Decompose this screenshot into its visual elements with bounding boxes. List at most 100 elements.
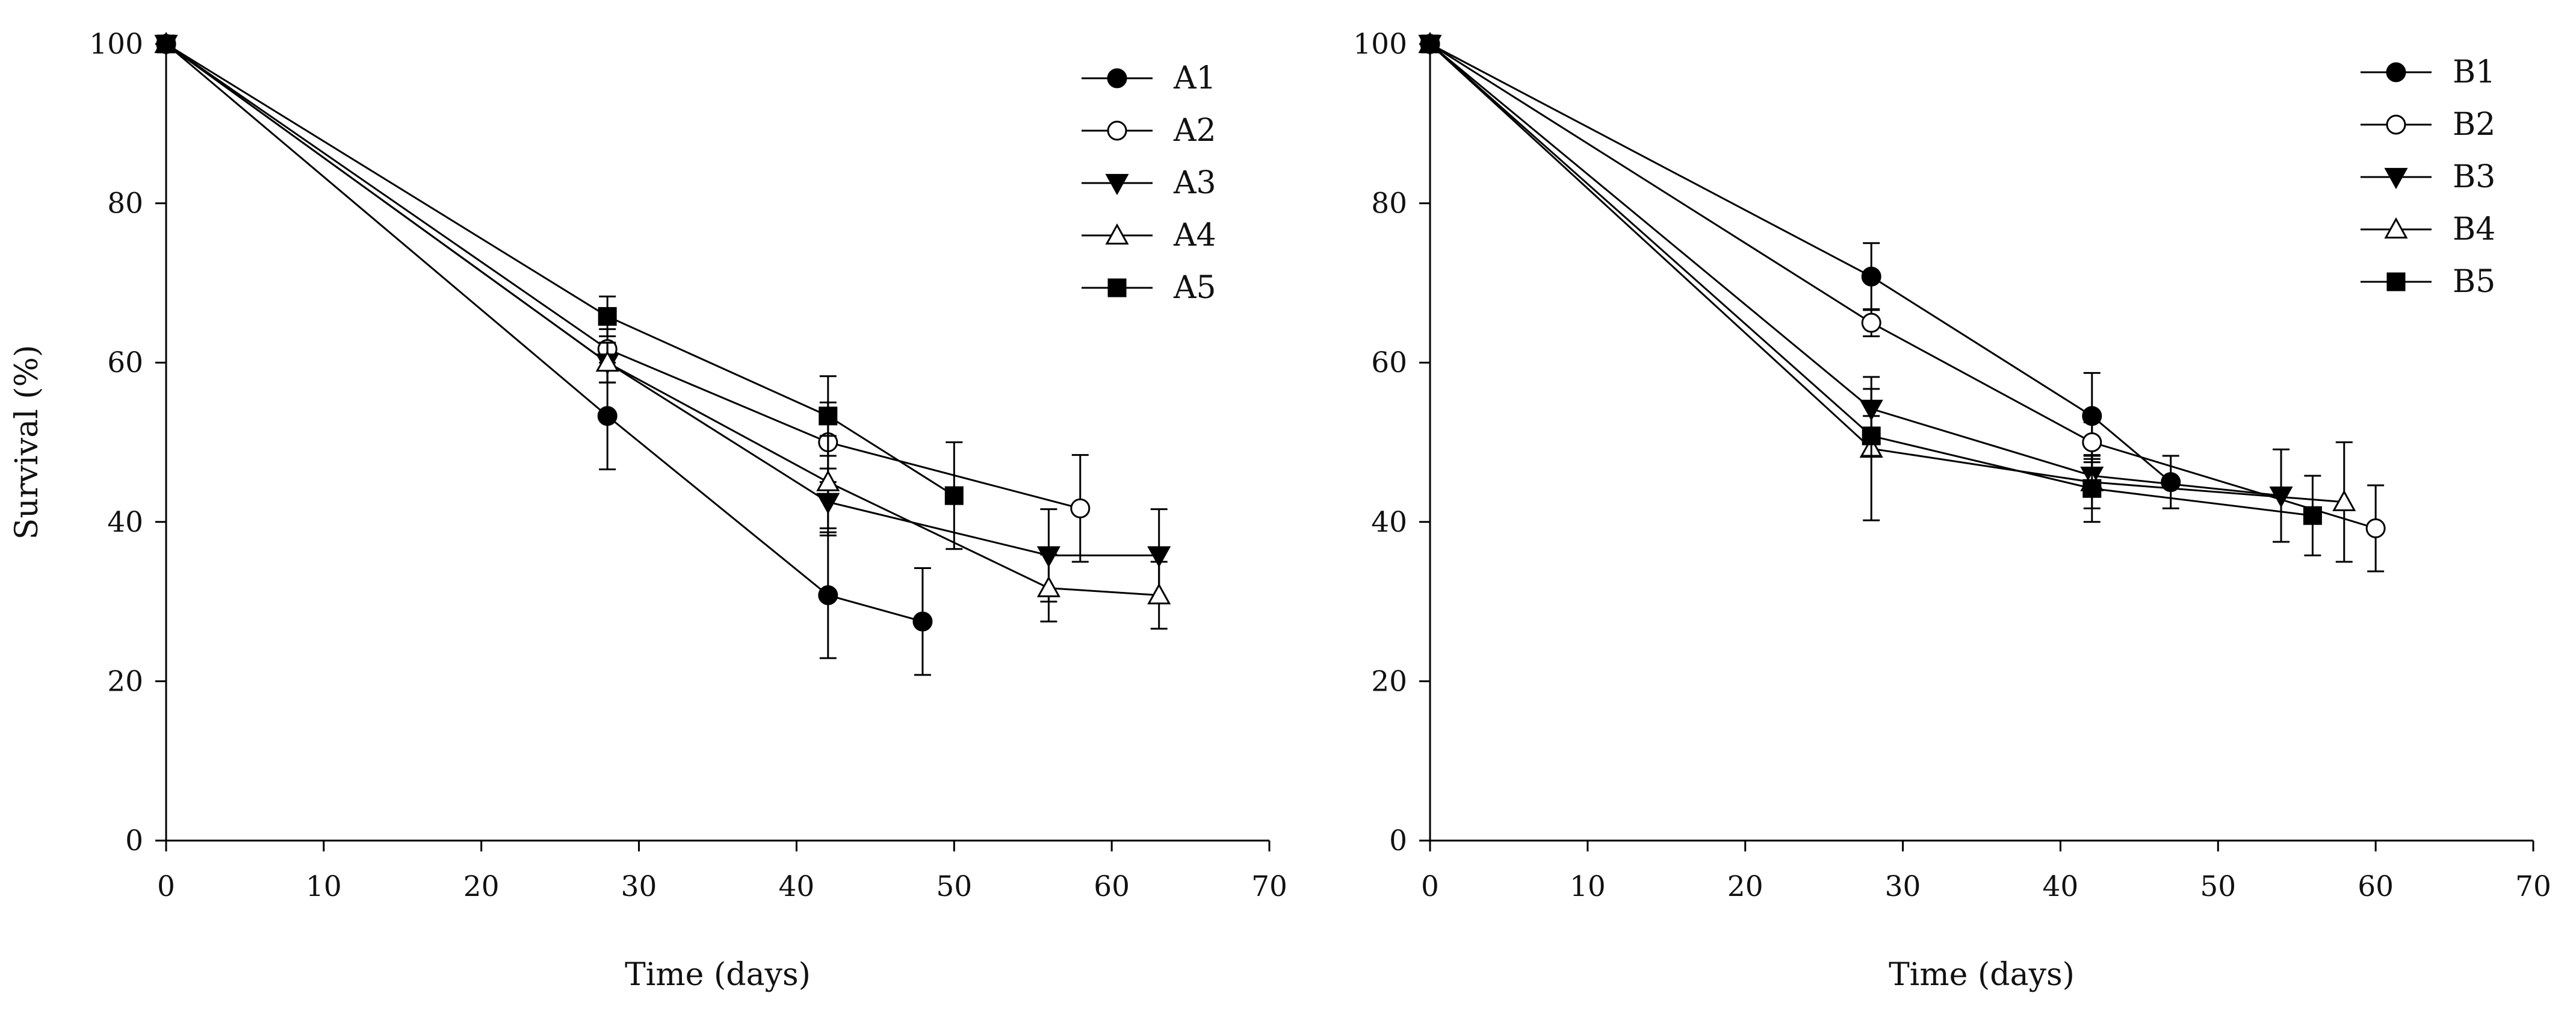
series-A2 (156, 34, 1091, 563)
legend-marker (1105, 173, 1129, 196)
data-point-A5-0 (156, 34, 176, 54)
series-line-A5 (166, 43, 955, 497)
legend-marker (2384, 167, 2408, 190)
x-tick-label: 30 (621, 870, 657, 903)
series-line-B2 (1429, 43, 2376, 529)
data-point-B5-3 (2303, 506, 2322, 525)
data-point-B1-3 (2161, 472, 2181, 493)
y-tick-label: 80 (107, 187, 143, 220)
x-tick-label: 50 (936, 870, 972, 903)
legend-label: B2 (2453, 107, 2495, 143)
series-A4 (154, 31, 1171, 630)
legend-label: A1 (1173, 60, 1216, 96)
legend-marker (1107, 120, 1127, 141)
x-tick-label: 40 (2043, 870, 2079, 903)
y-tick-label: 0 (1389, 824, 1407, 857)
data-point-A5-3 (944, 486, 964, 505)
x-tick-label: 40 (779, 870, 815, 903)
data-point-A4-1 (595, 350, 619, 372)
data-point-A1-1 (597, 406, 618, 426)
legend-label: B5 (2453, 264, 2495, 300)
series-A3 (154, 34, 1171, 603)
series-line-A3 (166, 43, 1159, 556)
series-line-A4 (166, 43, 1159, 597)
y-tick-label: 20 (1371, 665, 1407, 698)
legend-entry-B4: B4 (2361, 211, 2495, 247)
x-tick-label: 0 (157, 870, 175, 903)
series-B5 (1420, 34, 2322, 556)
chart-panel-left: 0 10 20 30 40 50 60 70 0 20 40 60 80 100 Time (days) Su… (9, 28, 1287, 993)
series-B1 (1420, 34, 2181, 509)
x-tick-label: 20 (1727, 870, 1763, 903)
legend-entry-A3: A3 (1082, 165, 1216, 201)
legend-label: B1 (2453, 54, 2495, 90)
legend-label: A2 (1173, 113, 1216, 149)
series-line-B1 (1429, 43, 2172, 483)
legend-label: B3 (2453, 159, 2495, 195)
data-point-A3-4 (1147, 546, 1171, 568)
data-point-B4-3 (2332, 490, 2356, 511)
data-point-B5-0 (1420, 34, 1440, 54)
series-line-B3 (1429, 43, 2282, 497)
series-line-A1 (166, 43, 923, 623)
legend-marker (2386, 62, 2406, 82)
data-point-A5-2 (819, 406, 838, 426)
series-B3 (1418, 34, 2293, 543)
y-tick-label: 0 (125, 824, 143, 857)
data-point-A1-3 (912, 611, 933, 632)
data-point-A4-2 (816, 470, 840, 491)
y-tick-label: 60 (1371, 346, 1407, 379)
legend-label: A3 (1173, 165, 1216, 201)
legend-entry-A4: A4 (1082, 217, 1216, 254)
x-tick-label: 60 (1094, 870, 1130, 903)
legend-entry-A2: A2 (1082, 113, 1216, 149)
legend-label: B4 (2453, 211, 2495, 247)
y-tick-label: 20 (107, 665, 143, 698)
data-point-A5-1 (598, 306, 617, 326)
legend-entry-B3: B3 (2361, 159, 2495, 195)
x-tick-label: 30 (1885, 870, 1921, 903)
data-point-B2-2 (2082, 432, 2102, 452)
legend-marker (2386, 114, 2406, 135)
legend-marker (2384, 217, 2408, 239)
series-line-B5 (1429, 43, 2313, 517)
x-axis-title: Time (days) (1889, 957, 2075, 993)
legend-entry-A5: A5 (1082, 270, 1216, 306)
legend-label: A5 (1173, 270, 1216, 306)
x-tick-label: 0 (1421, 870, 1439, 903)
y-tick-label: 40 (107, 506, 143, 539)
series-line-B4 (1429, 43, 2344, 503)
legend-label: A4 (1173, 217, 1216, 254)
legend-marker (1105, 223, 1129, 245)
y-tick-label: 100 (1353, 28, 1407, 61)
legend-entry-B5: B5 (2361, 264, 2495, 300)
x-tick-label: 60 (2358, 870, 2394, 903)
data-point-A4-3 (1036, 576, 1060, 597)
y-tick-label: 60 (107, 346, 143, 379)
y-axis-title: Survival (%) (9, 345, 45, 540)
legend-marker (1107, 68, 1127, 89)
legend-marker (1107, 278, 1127, 297)
y-tick-label: 100 (89, 28, 143, 61)
x-tick-label: 50 (2200, 870, 2236, 903)
data-point-A4-4 (1147, 583, 1171, 605)
data-point-A2-3 (1070, 498, 1091, 518)
x-axis-title: Time (days) (625, 957, 811, 993)
legend-marker (2386, 272, 2406, 291)
series-A5 (156, 34, 964, 550)
data-point-B2-3 (2365, 518, 2386, 538)
x-tick-label: 10 (306, 870, 342, 903)
data-point-B5-2 (2082, 479, 2102, 498)
data-point-B5-1 (1862, 426, 1881, 446)
legend-entry-B2: B2 (2361, 107, 2495, 143)
data-point-A1-2 (818, 585, 838, 606)
x-tick-label: 70 (1251, 870, 1287, 903)
x-tick-label: 10 (1570, 870, 1606, 903)
y-tick-label: 80 (1371, 187, 1407, 220)
y-tick-label: 40 (1371, 506, 1407, 539)
series-line-A2 (166, 43, 1081, 509)
series-A1 (156, 34, 933, 676)
x-tick-label: 70 (2515, 870, 2551, 903)
data-point-B2-1 (1861, 313, 1881, 333)
